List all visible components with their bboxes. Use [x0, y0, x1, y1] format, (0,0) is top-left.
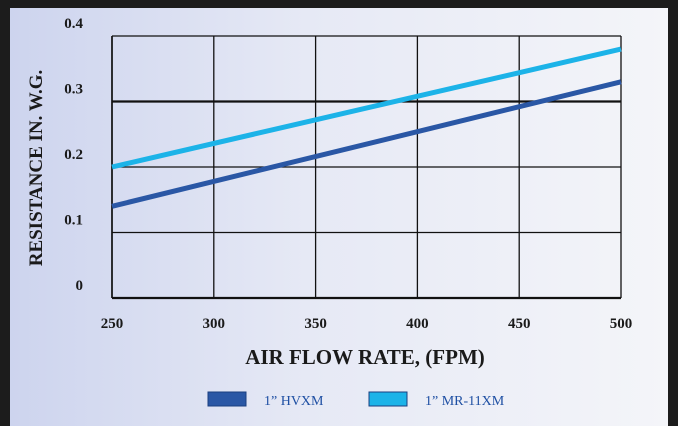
y-axis-title: RESISTANCE IN. W.G. — [26, 70, 47, 267]
y-tick-label: 0.1 — [64, 213, 83, 229]
y-tick-label: 0.2 — [64, 147, 83, 163]
y-tick-label: 0.3 — [64, 82, 83, 98]
grid-lines — [111, 35, 622, 300]
legend-swatch — [207, 391, 247, 407]
y-tick-label: 0 — [76, 278, 84, 294]
x-axis-title: AIR FLOW RATE, (FPM) — [245, 345, 485, 369]
data-series — [111, 46, 622, 209]
legend-item-1: 1” HVXM — [207, 391, 324, 409]
series-line-2 — [111, 46, 622, 170]
x-tick-label: 400 — [406, 316, 429, 332]
y-tick-label: 0.4 — [64, 16, 83, 32]
x-tick-label: 300 — [203, 316, 226, 332]
legend-label: 1” HVXM — [264, 394, 324, 409]
y-tick-labels: 0 0.1 0.2 0.3 0.4 — [64, 16, 83, 294]
legend-swatch — [368, 391, 408, 407]
chart-panel — [10, 8, 668, 426]
x-tick-label: 350 — [304, 316, 327, 332]
legend-item-2: 1” MR-11XM — [368, 391, 505, 409]
legend-label: 1” MR-11XM — [425, 394, 505, 409]
x-tick-label: 450 — [508, 316, 531, 332]
legend: 1” HVXM 1” MR-11XM — [207, 391, 505, 409]
x-tick-labels: 250 300 350 400 450 500 — [101, 316, 633, 332]
x-tick-label: 500 — [610, 316, 633, 332]
x-tick-label: 250 — [101, 316, 124, 332]
series-line-1 — [111, 79, 622, 209]
